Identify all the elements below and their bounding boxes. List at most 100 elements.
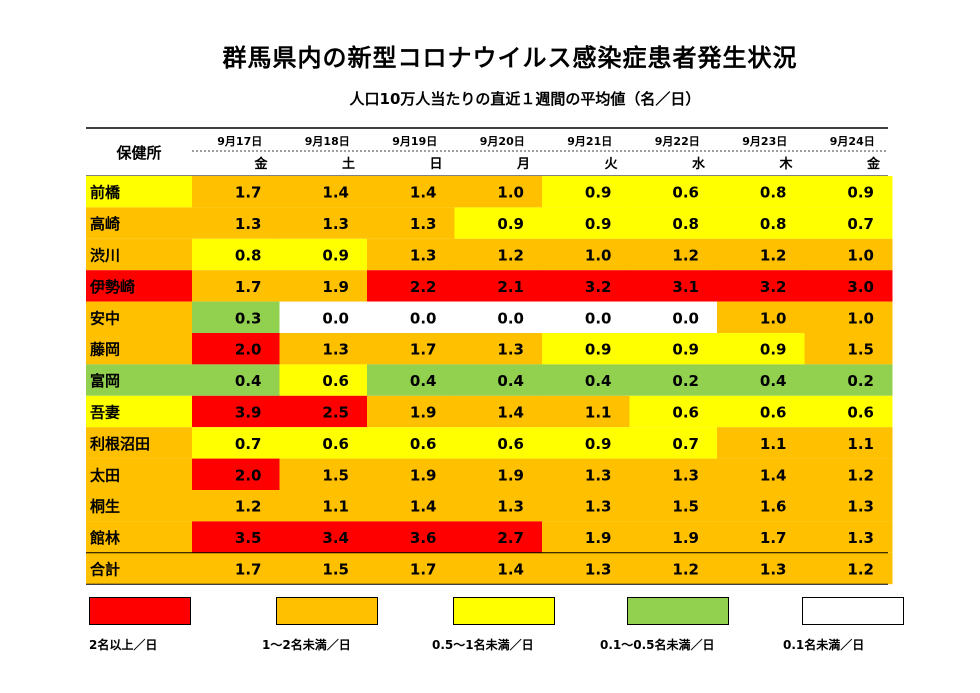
heatmap-cell [629,490,718,522]
row-label-cell [86,238,192,271]
heatmap-cell [542,270,630,302]
heatmap-cell [717,458,805,490]
heatmap-cell [192,458,280,490]
column-weekday: 火 [604,157,618,172]
heatmap-cell [192,490,280,522]
cell-value: 1.3 [410,247,437,265]
cell-value: 3.9 [235,404,262,422]
row-label-cell [86,427,192,459]
heatmap-cell [279,176,368,208]
cell-value: 1.9 [322,278,349,296]
heatmap-cell [192,364,280,396]
cell-value: 1.4 [410,184,437,202]
row-label-cell [86,395,192,428]
heatmap-cell [454,364,543,396]
heatmap-cell [629,301,718,333]
heatmap-cell [454,301,543,333]
heatmap-cell [542,301,630,333]
heatmap-cell [717,364,805,396]
heatmap-cell [279,490,368,522]
heatmap-cell [542,490,630,522]
cell-value: 1.1 [760,435,787,453]
cell-value: 0.8 [760,215,787,233]
column-date: 9月18日 [305,135,350,148]
row-label-cell [86,364,192,396]
cell-value: 0.9 [322,247,349,265]
heatmap-cell [192,521,280,553]
legend-label: 1～2名未満／日 [262,638,351,652]
cell-value: 1.0 [585,247,612,265]
cell-value: 1.3 [322,341,349,359]
cell-value: 1.7 [235,561,262,579]
column-date: 9月21日 [567,135,612,148]
cell-value: 2.0 [235,341,262,359]
cell-value: 0.9 [585,184,612,202]
cell-value: 1.2 [672,561,699,579]
heatmap-cell [367,427,455,459]
heatmap-cell [192,207,280,239]
cell-value: 1.7 [760,529,787,547]
row-label-cell [86,552,192,585]
heatmap-cell [804,364,893,396]
cell-value: 0.2 [672,372,699,390]
column-date: 9月20日 [480,135,525,148]
heatmap-cell [542,364,630,396]
cell-value: 1.1 [585,404,612,422]
heatmap-cell [542,333,630,365]
row-label-cell [86,207,192,239]
heatmap-cell [717,238,805,271]
column-weekday: 金 [866,156,881,172]
heatmap-cell [279,458,368,490]
heatmap-cell [192,238,280,271]
cell-value: 3.2 [760,278,787,296]
cell-value: 0.0 [585,309,612,327]
heatmap-cell [367,364,455,396]
cell-value: 1.4 [410,498,437,516]
heatmap-cell [454,427,543,459]
cell-value: 1.7 [410,561,437,579]
heatmap-cell [804,458,893,490]
chart-title: 群馬県内の新型コロナウイルス感染症患者発生状況 [222,44,798,72]
column-weekday: 土 [342,156,355,172]
cell-value: 1.3 [760,561,787,579]
column-date: 9月19日 [392,135,437,148]
heatmap-cell [192,395,280,428]
heatmap-cell [629,364,718,396]
heatmap-cell [367,270,455,302]
cell-value: 1.2 [672,247,699,265]
heatmap-cell [804,207,893,239]
heatmap-cell [804,176,893,208]
heatmap-cell [192,301,280,333]
heatmap-cell [279,238,368,271]
legend-swatch [89,597,191,625]
legend-swatch [627,597,729,625]
column-date: 9月17日 [217,135,262,148]
heatmap-cell [717,395,805,428]
heatmap-cell [279,333,368,365]
cell-value: 1.9 [497,466,524,484]
heatmap-cell [454,521,543,553]
column-date: 9月23日 [742,135,787,148]
cell-value: 1.0 [847,247,874,265]
heatmap-cell [717,552,805,585]
cell-value: 0.4 [235,372,262,390]
row-label: 高崎 [90,215,120,233]
cell-value: 0.8 [672,215,699,233]
cell-value: 2.0 [235,466,262,484]
heatmap-cell [279,521,368,553]
column-weekday: 金 [253,156,268,172]
cell-value: 1.0 [847,309,874,327]
row-label-cell [86,270,192,302]
heatmap-cell [279,364,368,396]
heatmap-cell [629,521,718,553]
heatmap-cell [367,490,455,522]
cell-value: 0.0 [410,309,437,327]
heatmap-cell [804,521,893,553]
cell-value: 1.6 [760,498,787,516]
cell-value: 1.2 [235,498,262,516]
heatmap-cell [804,301,893,333]
cell-value: 1.4 [497,561,524,579]
column-weekday: 水 [692,156,706,172]
cell-value: 0.6 [410,435,437,453]
